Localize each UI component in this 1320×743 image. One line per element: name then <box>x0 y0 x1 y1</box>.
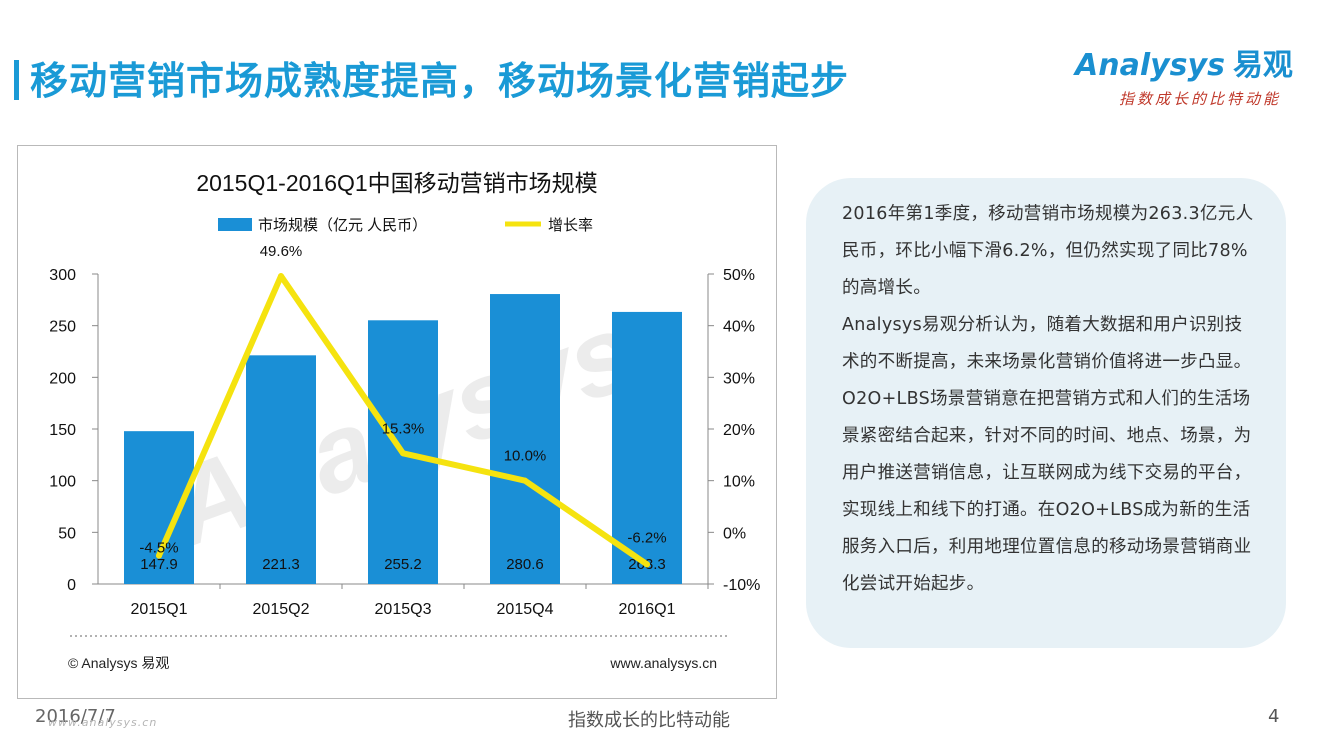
bar-value-label: 147.9 <box>140 556 178 573</box>
market-size-chart: 2015Q1-2016Q1中国移动营销市场规模Analysys市场规模（亿元 人… <box>49 170 760 671</box>
bar-value-label: 280.6 <box>506 556 544 573</box>
growth-value-label: -4.5% <box>139 540 178 557</box>
footer-slogan: 指数成长的比特动能 <box>568 710 730 731</box>
bar-value-label: 221.3 <box>262 556 300 573</box>
right-axis-tick-label: 40% <box>723 319 755 336</box>
growth-value-label: 15.3% <box>382 420 425 437</box>
footer-url: www.analysys.cn <box>48 716 158 729</box>
brand-slogan: 指数成长的比特动能 <box>1119 90 1282 108</box>
footer-date: 2016/7/7 <box>35 706 116 727</box>
right-axis-tick-label: 30% <box>723 370 755 387</box>
left-axis-tick-label: 150 <box>49 422 76 439</box>
right-axis-tick-label: -10% <box>723 577 760 594</box>
brand-logo: Analysys 易观 指数成长的比特动能 <box>1075 40 1305 110</box>
bar <box>490 294 560 584</box>
brand-name-en: Analysys <box>1075 48 1225 83</box>
right-axis-tick-label: 50% <box>723 267 755 284</box>
left-axis-tick-label: 100 <box>49 474 76 491</box>
bar <box>612 311 682 584</box>
left-axis-tick-label: 250 <box>49 319 76 336</box>
description-paragraph: 2016年第1季度，移动营销市场规模为263.3亿元人民币，环比小幅下滑6.2%… <box>842 204 1254 298</box>
page-title: 移动营销市场成熟度提高，移动场景化营销起步 <box>30 59 850 103</box>
description-text: 2016年第1季度，移动营销市场规模为263.3亿元人民币，环比小幅下滑6.2%… <box>842 196 1260 603</box>
brand-name: Analysys 易观 <box>1075 40 1293 84</box>
brand-name-cn: 易观 <box>1232 48 1293 83</box>
left-axis-tick-label: 0 <box>67 577 76 594</box>
growth-point <box>400 450 406 457</box>
growth-point <box>156 552 162 559</box>
left-axis-tick-label: 50 <box>58 525 76 542</box>
legend-label-line: 增长率 <box>548 217 593 234</box>
description-paragraph: Analysys易观分析认为，随着大数据和用户识别技术的不断提高，未来场景化营销… <box>842 315 1252 594</box>
bar <box>246 355 316 584</box>
x-axis-tick-label: 2015Q2 <box>253 601 310 618</box>
chart-title: 2015Q1-2016Q1中国移动营销市场规模 <box>196 170 597 196</box>
description-box <box>806 178 1286 648</box>
legend-label-bar: 市场规模（亿元 人民币） <box>258 217 427 234</box>
title-accent-bar <box>14 60 19 100</box>
source-right: www.analysys.cn <box>609 655 717 671</box>
source-left: © Analysys 易观 <box>68 655 169 671</box>
legend-swatch-bar <box>218 218 252 231</box>
right-axis-tick-label: 10% <box>723 474 755 491</box>
chart-panel: 2015Q1-2016Q1中国移动营销市场规模Analysys市场规模（亿元 人… <box>17 145 777 699</box>
growth-value-label: -6.2% <box>627 529 666 546</box>
x-axis-tick-label: 2015Q4 <box>497 601 554 618</box>
growth-point <box>522 477 528 484</box>
x-axis-tick-label: 2016Q1 <box>619 601 676 618</box>
right-axis-tick-label: 0% <box>723 525 746 542</box>
left-axis-tick-label: 300 <box>49 267 76 284</box>
x-axis-tick-label: 2015Q1 <box>131 601 188 618</box>
growth-value-label: 10.0% <box>504 448 547 465</box>
x-axis-tick-label: 2015Q3 <box>375 601 432 618</box>
growth-point <box>644 561 650 568</box>
left-axis-tick-label: 200 <box>49 370 76 387</box>
bar-value-label: 255.2 <box>384 556 422 573</box>
growth-value-label: 49.6% <box>260 243 303 260</box>
right-axis-tick-label: 20% <box>723 422 755 439</box>
growth-point <box>278 273 284 280</box>
page-number: 4 <box>1268 706 1280 727</box>
